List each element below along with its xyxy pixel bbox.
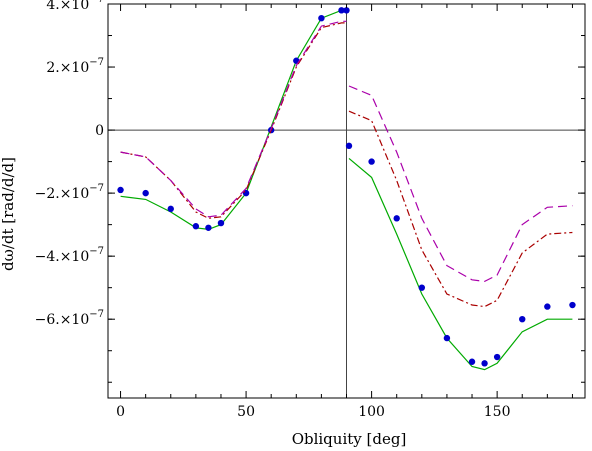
data-point xyxy=(368,158,375,165)
y-tick-exponent: −7 xyxy=(89,183,104,194)
y-axis-label: dω/dt [rad/d/d] xyxy=(0,157,17,271)
series-line xyxy=(120,20,347,218)
y-tick-base: −4.×10 xyxy=(35,249,90,265)
y-tick-base: 2.×10 xyxy=(46,60,89,76)
data-point xyxy=(117,186,124,194)
data-point xyxy=(318,14,325,22)
y-tick-exponent: −7 xyxy=(89,57,104,68)
series-3 xyxy=(120,20,573,283)
data-point xyxy=(192,223,200,230)
series-layer xyxy=(117,7,576,371)
data-point xyxy=(418,284,426,291)
data-point xyxy=(493,353,501,361)
data-point xyxy=(345,142,353,150)
x-axis-label: Obliquity [deg] xyxy=(292,430,407,448)
data-point xyxy=(443,334,451,342)
y-tick-base: 4.×10 xyxy=(46,0,89,13)
data-point xyxy=(217,219,225,227)
y-tick-exponent: −7 xyxy=(89,0,104,5)
x-tick-label: 150 xyxy=(484,404,511,420)
data-point xyxy=(338,7,345,14)
series-2 xyxy=(120,22,573,308)
series-line xyxy=(348,157,573,371)
data-point xyxy=(519,316,526,323)
y-tick-label: 0 xyxy=(95,123,104,139)
y-tick-base: 0 xyxy=(95,123,104,139)
x-tick-label: 0 xyxy=(116,404,125,420)
y-tick-exponent: −7 xyxy=(89,246,104,257)
series-1 xyxy=(117,7,576,367)
data-point xyxy=(544,303,551,310)
data-point xyxy=(481,360,488,367)
y-tick-label: −4.×10−7 xyxy=(35,246,104,265)
y-tick-label: 4.×10−7 xyxy=(46,0,104,13)
y-tick-label: 2.×10−7 xyxy=(46,57,104,76)
y-tick-labels: 4.×10−72.×10−70−2.×10−7−4.×10−7−6.×10−7 xyxy=(35,0,104,328)
series-0 xyxy=(120,9,573,371)
series-line xyxy=(120,9,347,231)
x-tick-label: 50 xyxy=(237,404,255,420)
series-line xyxy=(120,22,347,219)
y-tick-exponent: −7 xyxy=(89,309,104,320)
x-tick-label: 100 xyxy=(358,404,385,420)
y-tick-label: −6.×10−7 xyxy=(35,309,104,328)
y-tick-label: −2.×10−7 xyxy=(35,183,104,202)
data-point xyxy=(468,358,476,365)
data-point xyxy=(343,7,350,14)
y-tick-base: −2.×10 xyxy=(35,186,90,202)
x-tick-labels: 0 50 100 150 xyxy=(116,404,510,420)
data-point xyxy=(205,224,212,231)
series-line xyxy=(348,85,573,283)
series-line xyxy=(348,110,573,308)
y-tick-base: −6.×10 xyxy=(35,312,90,328)
ticks xyxy=(108,3,585,398)
reference-lines xyxy=(108,4,585,398)
data-point xyxy=(393,215,400,222)
data-point xyxy=(569,301,576,309)
data-point xyxy=(167,205,174,213)
data-point xyxy=(142,189,149,197)
